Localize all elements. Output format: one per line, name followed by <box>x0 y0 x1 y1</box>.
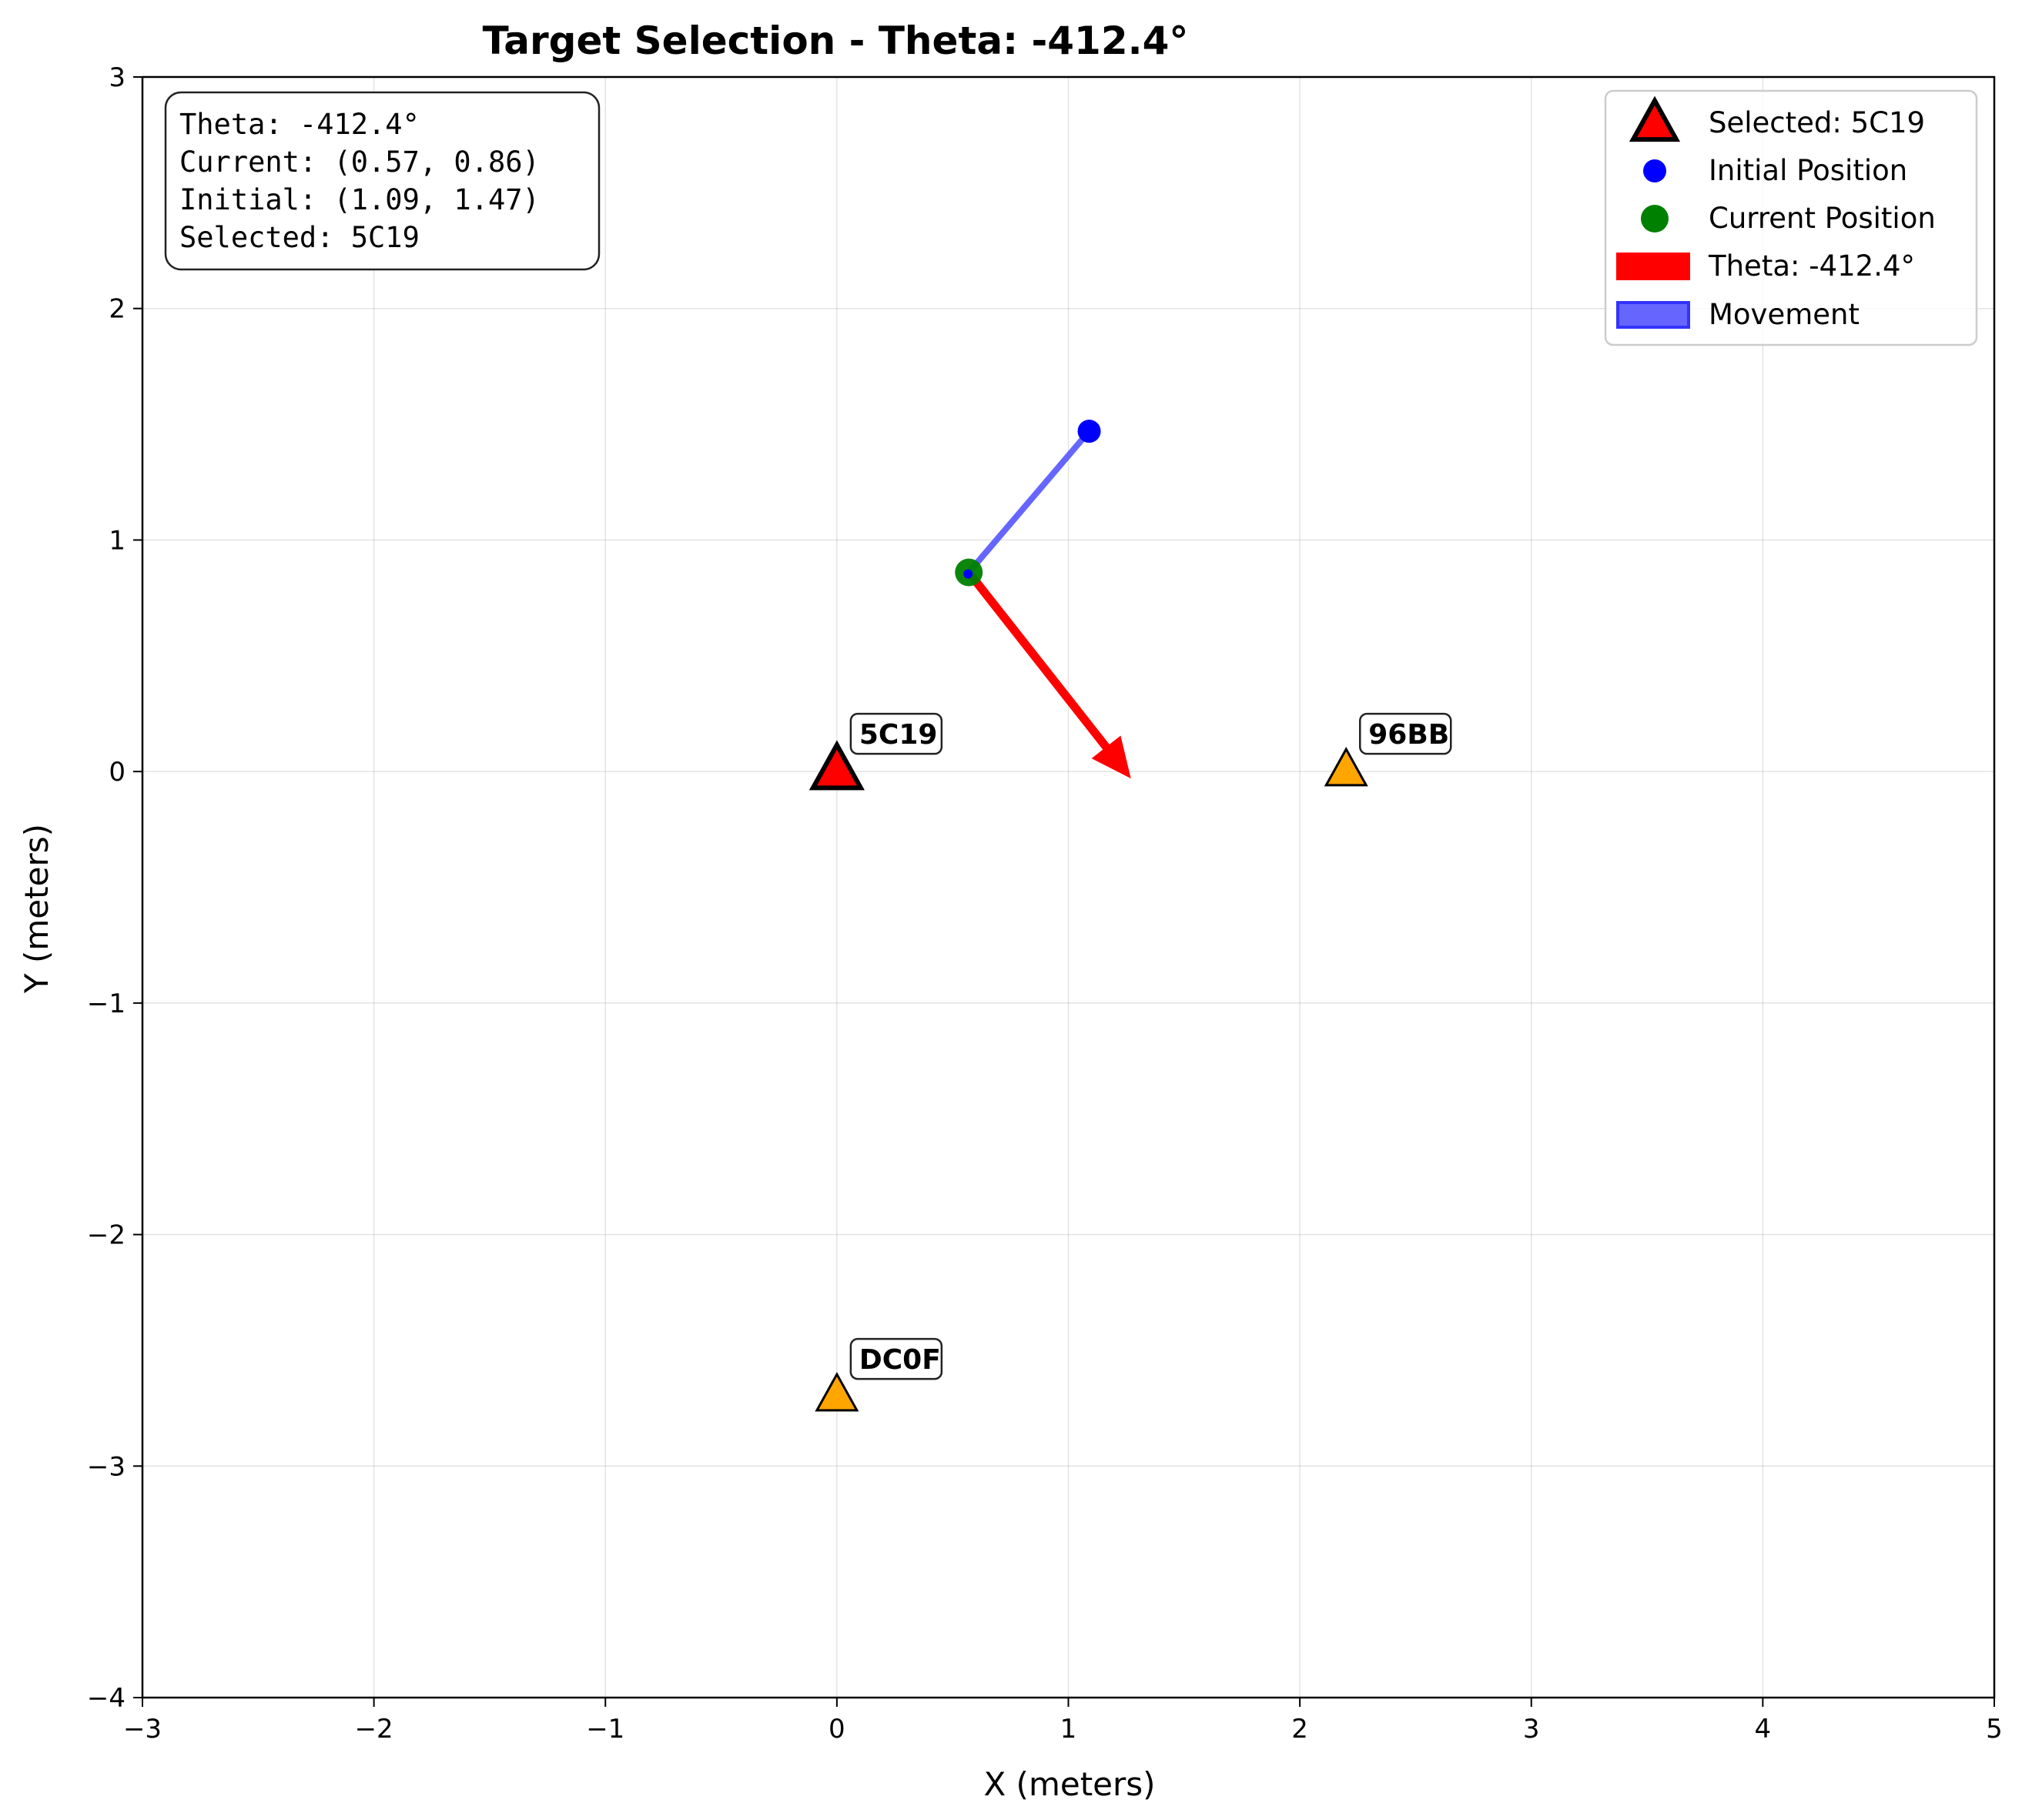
legend-circle-marker <box>1643 159 1666 182</box>
info-box-line: Theta: -412.4° <box>179 108 420 141</box>
plot-data: 5C19 96BB DC0F <box>808 420 1452 1412</box>
legend-frame <box>1604 89 1978 346</box>
x-tick-label: −2 <box>355 1714 393 1745</box>
x-tick-label: −3 <box>123 1714 162 1745</box>
y-tick-label: 0 <box>109 757 126 788</box>
x-tick-label: −1 <box>586 1714 624 1745</box>
y-tick-label: 1 <box>109 525 126 556</box>
target-label-text: 5C19 <box>859 719 938 751</box>
target-label: 5C19 <box>849 712 943 755</box>
info-box-frame <box>164 91 601 271</box>
theta-arrow <box>965 570 1131 779</box>
target-marker <box>1324 747 1368 787</box>
y-tick-label: −1 <box>87 989 126 1019</box>
y-tick-label: −4 <box>87 1683 126 1714</box>
target-marker <box>815 1371 859 1412</box>
selected-target-marker <box>808 740 865 791</box>
legend-label: Current Position <box>1709 202 1936 235</box>
y-tick-label: −2 <box>87 1220 126 1251</box>
target-label: DC0F <box>849 1337 943 1380</box>
y-axis-label: Y (meters) <box>18 824 55 994</box>
info-box-line: Current: (0.57, 0.86) <box>179 146 540 179</box>
legend-label: Movement <box>1709 298 1860 331</box>
movement-line <box>966 428 1093 576</box>
target-label-box <box>849 1337 943 1380</box>
y-tick-label: −3 <box>87 1451 126 1482</box>
initial-position-marker <box>1077 420 1101 443</box>
legend-triangle-marker <box>1629 95 1681 142</box>
legend: Selected: 5C19 Initial Position Current Po… <box>1604 89 1978 346</box>
x-tick-label: 3 <box>1523 1714 1540 1745</box>
movement-end-dot <box>963 569 973 579</box>
info-box: Theta: -412.4° Current: (0.57, 0.86) Initi… <box>164 91 601 271</box>
x-tick-label: 1 <box>1060 1714 1077 1745</box>
y-tick-label: 3 <box>109 62 126 93</box>
info-box-line: Selected: 5C19 <box>179 221 420 254</box>
x-tick-label: 4 <box>1755 1714 1772 1745</box>
x-tick-label: 0 <box>829 1714 845 1745</box>
target-label-text: DC0F <box>859 1344 941 1376</box>
legend-label: Selected: 5C19 <box>1709 106 1925 139</box>
legend-patch <box>1616 253 1690 280</box>
x-tick-label: 2 <box>1291 1714 1308 1745</box>
x-axis-label: X (meters) <box>983 1765 1155 1803</box>
legend-label: Theta: -412.4° <box>1708 249 1915 283</box>
target-label-box <box>1359 712 1452 755</box>
target-label: 96BB <box>1359 712 1452 755</box>
legend-patch <box>1616 301 1690 329</box>
x-tick-label: 5 <box>1986 1714 2003 1745</box>
target-label-text: 96BB <box>1368 719 1449 751</box>
legend-label: Initial Position <box>1709 154 1907 187</box>
chart-title: Target Selection - Theta: -412.4° <box>483 18 1189 63</box>
y-tick-label: 2 <box>109 294 126 325</box>
target-label-box <box>849 712 943 755</box>
legend-circle-marker <box>1641 205 1669 233</box>
info-box-line: Initial: (1.09, 1.47) <box>179 183 540 216</box>
